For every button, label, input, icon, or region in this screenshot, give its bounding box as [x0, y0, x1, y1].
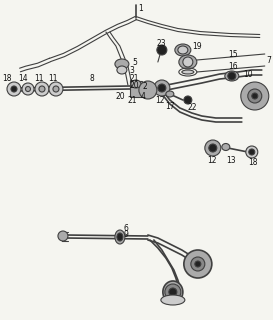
- Ellipse shape: [175, 44, 191, 56]
- Text: 2: 2: [143, 82, 148, 91]
- Ellipse shape: [117, 66, 127, 74]
- Text: 5: 5: [132, 58, 137, 67]
- Text: 7: 7: [267, 55, 272, 65]
- Ellipse shape: [182, 70, 194, 74]
- Text: 17: 17: [165, 101, 174, 110]
- Circle shape: [154, 80, 170, 96]
- Circle shape: [35, 82, 49, 96]
- Text: 21: 21: [130, 74, 140, 83]
- Text: 20: 20: [116, 92, 126, 100]
- Text: 8: 8: [90, 74, 95, 83]
- Text: 3: 3: [130, 66, 135, 75]
- Ellipse shape: [163, 281, 183, 303]
- Text: 22: 22: [188, 102, 197, 111]
- Circle shape: [184, 250, 212, 278]
- Circle shape: [39, 86, 45, 92]
- Circle shape: [191, 257, 205, 271]
- Circle shape: [165, 284, 181, 300]
- Ellipse shape: [117, 233, 123, 241]
- Circle shape: [248, 89, 262, 103]
- Circle shape: [252, 93, 258, 99]
- Ellipse shape: [131, 80, 141, 88]
- Ellipse shape: [178, 46, 188, 54]
- Circle shape: [58, 231, 68, 241]
- Circle shape: [241, 82, 269, 110]
- Text: 12: 12: [155, 95, 164, 105]
- Circle shape: [228, 72, 236, 80]
- Circle shape: [195, 261, 201, 267]
- Ellipse shape: [115, 59, 129, 69]
- Text: 15: 15: [228, 50, 238, 59]
- Ellipse shape: [183, 57, 193, 67]
- Ellipse shape: [115, 230, 125, 244]
- Text: 11: 11: [48, 74, 57, 83]
- Circle shape: [22, 83, 34, 95]
- Circle shape: [7, 82, 21, 96]
- Text: 6: 6: [124, 223, 129, 233]
- Text: 18: 18: [2, 74, 11, 83]
- Circle shape: [158, 84, 166, 92]
- Text: 1: 1: [138, 4, 143, 12]
- Text: 9: 9: [124, 229, 129, 238]
- Circle shape: [49, 82, 63, 96]
- Ellipse shape: [166, 91, 174, 97]
- Circle shape: [25, 86, 31, 92]
- Text: 12: 12: [207, 156, 216, 164]
- Text: 14: 14: [18, 74, 28, 83]
- Circle shape: [11, 86, 17, 92]
- Text: 21: 21: [128, 95, 137, 105]
- Circle shape: [205, 140, 221, 156]
- Text: 13: 13: [226, 156, 235, 164]
- Circle shape: [53, 86, 59, 92]
- Circle shape: [184, 96, 192, 104]
- Text: 4: 4: [141, 92, 146, 100]
- Ellipse shape: [179, 55, 197, 69]
- Circle shape: [169, 288, 177, 296]
- Text: 20: 20: [130, 81, 140, 90]
- Circle shape: [209, 144, 217, 152]
- Text: 10: 10: [243, 69, 253, 78]
- Text: 23: 23: [157, 38, 167, 47]
- Circle shape: [157, 45, 167, 55]
- Text: 19: 19: [192, 42, 201, 51]
- Text: 11: 11: [34, 74, 43, 83]
- Text: 16: 16: [228, 61, 238, 70]
- Ellipse shape: [225, 71, 239, 81]
- Circle shape: [139, 81, 157, 99]
- Ellipse shape: [161, 295, 185, 305]
- Circle shape: [246, 146, 258, 158]
- Text: 18: 18: [248, 157, 257, 166]
- Ellipse shape: [222, 143, 230, 150]
- Circle shape: [249, 149, 255, 155]
- FancyBboxPatch shape: [130, 81, 142, 97]
